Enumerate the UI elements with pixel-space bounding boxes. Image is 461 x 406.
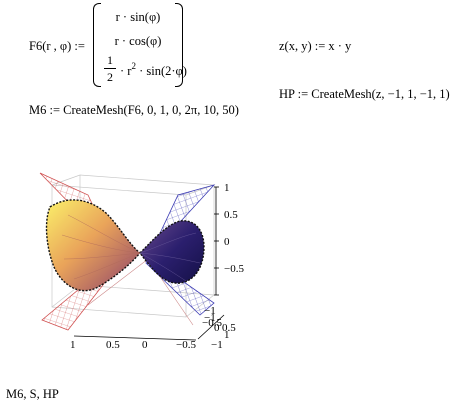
depth-axis-tick: 0 [214,322,220,334]
hp-definition[interactable]: HP := CreateMesh(z, −1, 1, −1, 1) [279,87,450,101]
vector-row-2: r · cos(φ) [114,34,162,48]
vector-left-bracket [93,3,101,87]
bottom-axis-tick: 0.5 [106,339,120,350]
right-axis-tick: 0.5 [224,209,238,221]
vector-row-1: r · sin(φ) [115,10,161,24]
m6-definition[interactable]: M6 := CreateMesh(F6, 0, 1, 0, 2π, 10, 50… [29,103,239,117]
surface-plot-3d[interactable]: 1 0.5 0 −0.5 −1 1 0.5 0 −0.5 −1 −1 −0.5 … [28,155,258,350]
depth-axis-tick: −1 [204,312,216,324]
depth-axis: −1 −0.5 0 0.5 1 [197,312,236,341]
vector-right-bracket [175,3,183,87]
bottom-axis-tick: 0 [142,339,148,350]
right-axis: 1 0.5 0 −0.5 −1 [204,182,244,317]
depth-axis-tick: 0.5 [222,322,236,334]
bottom-axis-tick: −1 [211,339,223,350]
m6-colored-surface [45,199,205,292]
bottom-axis-tick: 1 [70,339,76,350]
row3-exponent: 2 [131,61,136,71]
row3-sin-term: · sin(2·φ) [139,64,187,78]
f6-vector-matrix[interactable]: r · sin(φ) r · cos(φ) 1 2 · r2 · sin(2·φ… [93,3,187,87]
depth-axis-tick: −0.5 [202,317,222,329]
plot-label[interactable]: M6, S, HP [6,387,59,401]
fraction-bar [104,68,116,69]
row3-r-term: · r [120,64,132,78]
right-axis-tick: −0.5 [224,263,244,275]
right-axis-tick: 0 [224,236,230,248]
right-axis-tick: −1 [204,305,216,317]
fraction-one-half: 1 2 [104,54,116,83]
fraction-numerator: 1 [107,53,113,67]
vector-row-3-expression: · r2 · sin(2·φ) [120,61,187,79]
bottom-axis-tick: −0.5 [176,339,196,350]
z-definition[interactable]: z(x, y) := x · y [279,39,352,53]
bottom-axis: 1 0.5 0 −0.5 −1 [70,335,223,350]
right-axis-tick: 1 [224,182,230,194]
fraction-denominator: 2 [107,70,113,84]
f6-definition-lhs[interactable]: F6(r , φ) := [29,39,85,53]
depth-axis-tick: 1 [224,329,230,341]
